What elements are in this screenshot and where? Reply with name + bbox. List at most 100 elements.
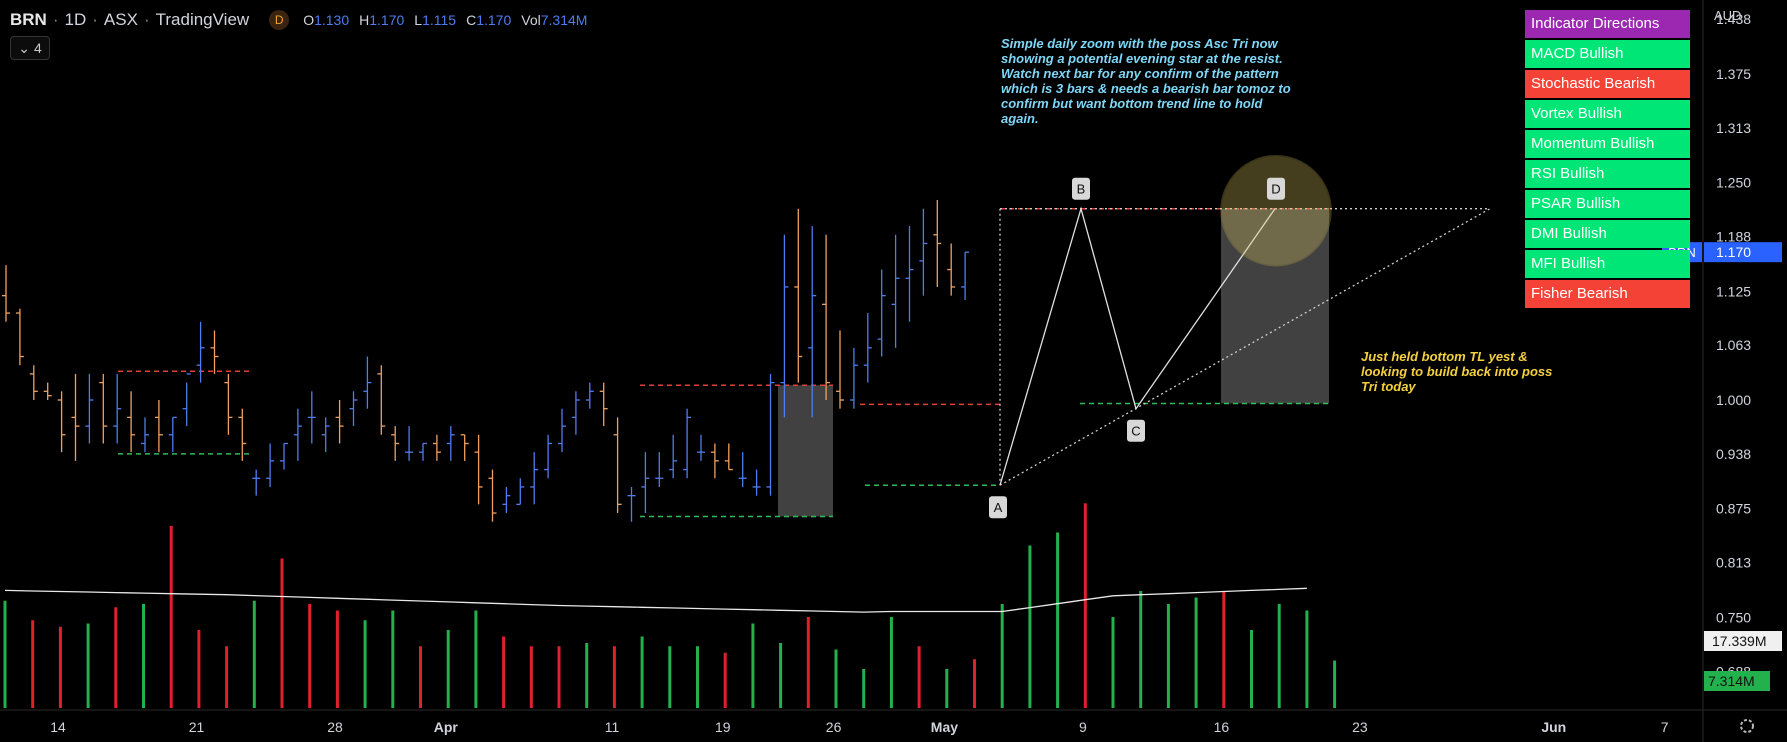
ohlc-bar — [141, 417, 149, 453]
ohlc-bar — [85, 373, 94, 444]
source: TradingView — [155, 10, 250, 29]
pattern-label-text: B — [1077, 182, 1086, 197]
indicator-row: Momentum Bullish — [1525, 130, 1690, 158]
ohlc-bar — [780, 234, 789, 418]
ohlc-bar — [432, 434, 441, 461]
ohlc-bar — [460, 434, 469, 461]
volume-bar — [1028, 545, 1032, 708]
ohlc-bar — [558, 408, 566, 453]
ohlc-volume: Vol7.314M — [521, 12, 588, 28]
volume-bar — [1139, 591, 1143, 708]
ohlc-bar — [530, 452, 539, 505]
ohlc-bar — [627, 486, 636, 522]
ohlc-bar — [154, 400, 163, 453]
ohlc-bar — [446, 426, 455, 461]
ohlc-bar — [961, 251, 970, 300]
volume-bar — [889, 617, 893, 708]
indicator-row: RSI Bullish — [1525, 160, 1690, 188]
exchange: ASX — [103, 10, 138, 29]
volume-bar — [557, 646, 561, 708]
volume-bar — [58, 626, 62, 708]
pattern-label-text: D — [1271, 182, 1280, 197]
indicator-row: Fisher Bearish — [1525, 280, 1690, 308]
ohlc-bar — [363, 356, 372, 409]
volume-bar — [834, 649, 838, 708]
y-tick-label: 0.750 — [1716, 609, 1751, 625]
ohlc-bar — [849, 347, 858, 409]
ohlc-bar — [293, 408, 302, 461]
ohlc-bar — [502, 486, 511, 514]
x-tick-label: 26 — [826, 719, 842, 735]
ohlc-close: C1.170 — [466, 12, 512, 28]
ohlc-bar — [266, 443, 275, 487]
x-tick-label: May — [931, 719, 958, 735]
ohlc-bar — [349, 391, 358, 427]
pattern-label-d — [1267, 177, 1285, 200]
ohlc-bar — [613, 417, 622, 514]
volume-bar — [474, 610, 478, 708]
x-tick-label: 16 — [1214, 719, 1230, 735]
volume-bar — [806, 617, 810, 708]
ohlc-bar — [210, 330, 219, 374]
indicator-row: MACD Bullish — [1525, 40, 1690, 68]
pattern-label-a — [989, 496, 1007, 519]
ohlc-bar — [516, 478, 525, 505]
volume-bar — [114, 607, 118, 708]
pattern-label-text: A — [994, 500, 1003, 515]
volume-bar — [335, 610, 339, 708]
interval[interactable]: 1D — [64, 10, 87, 29]
ohlc-bar — [683, 408, 692, 479]
ohlc-bar — [655, 452, 664, 487]
ohlc-bar — [377, 365, 386, 435]
volume-bar — [197, 630, 201, 708]
indicator-directions-title: Indicator Directions — [1525, 10, 1690, 38]
y-tick-label: 1.125 — [1716, 283, 1751, 299]
volume-bar — [529, 646, 533, 708]
volume-bar — [252, 600, 256, 708]
ohlc-bar — [571, 391, 580, 435]
ohlc-bar — [669, 434, 678, 479]
pattern-label-b — [1072, 177, 1090, 200]
volume-bar — [363, 620, 367, 708]
ohlc-bar — [321, 417, 330, 453]
ohlc-bar — [599, 382, 608, 427]
settings-gear-icon[interactable] — [1740, 719, 1754, 733]
currency-label: AUD — [1714, 8, 1741, 23]
y-tick-label: 0.813 — [1716, 555, 1751, 571]
ohlc-bar — [127, 391, 136, 453]
volume-bar — [668, 646, 672, 708]
ohlc-bar — [905, 226, 914, 322]
ohlc-bar — [738, 452, 747, 487]
symbol[interactable]: BRN — [10, 10, 47, 29]
price-label-value: 1.170 — [1716, 244, 1751, 260]
consolidation-box — [778, 385, 833, 517]
ohlc-bar — [474, 434, 483, 505]
pattern-label-text: C — [1131, 424, 1140, 439]
ohlc-bar — [947, 243, 956, 296]
ohlc-high: H1.170 — [359, 12, 405, 28]
volume-bar — [973, 659, 976, 708]
indicator-count: 4 — [33, 40, 42, 56]
ohlc-bar — [863, 313, 872, 383]
y-tick-label: 1.000 — [1716, 392, 1751, 408]
volume-bar — [31, 620, 35, 708]
volume-bar — [142, 604, 145, 708]
chevron-down-icon: ⌄ — [18, 39, 30, 56]
ohlc-bar — [488, 469, 497, 522]
ohlc-low: L1.115 — [414, 12, 457, 28]
pattern-label-c — [1127, 419, 1145, 442]
indicator-row: PSAR Bullish — [1525, 190, 1690, 218]
y-tick-label: 0.875 — [1716, 501, 1751, 517]
dividend-badge[interactable]: D — [269, 10, 290, 30]
triangle-bottom-line — [999, 208, 1491, 486]
x-tick-label: 7 — [1661, 719, 1669, 735]
volume-last-label-bg — [1704, 671, 1770, 691]
collapse-indicators-button[interactable]: ⌄ 4 — [10, 36, 50, 60]
ohlc-bar — [933, 200, 942, 287]
ohlc-bar — [29, 365, 38, 400]
volume-bar — [391, 610, 395, 708]
volume-bar — [723, 652, 727, 708]
ohlc-bar — [405, 426, 414, 461]
volume-bar — [225, 646, 229, 708]
